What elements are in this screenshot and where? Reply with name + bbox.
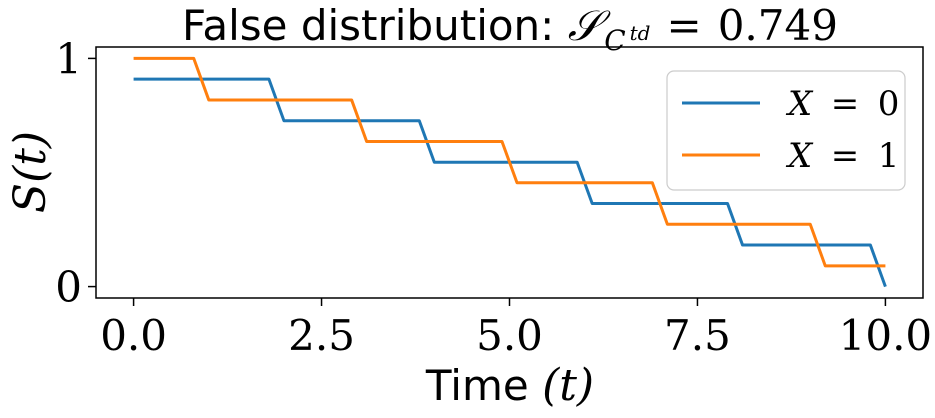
x-axis-label-math: (t)	[542, 360, 594, 411]
series-line-x1	[133, 56, 886, 268]
tick-layer: 0.0 2.5 5.0 7.5 10.0 0 1	[55, 34, 932, 360]
chart-title-value: 0.749	[718, 1, 838, 50]
x-tick-label: 10.0	[839, 311, 933, 360]
legend-label-x0-eq: =	[831, 84, 860, 124]
legend-label-x1-var: X	[785, 136, 814, 176]
legend: X = 0 X = 1	[666, 70, 906, 191]
legend-label-x1-num: 1	[878, 136, 900, 176]
x-tick-label: 2.5	[288, 311, 355, 360]
x-tick-label: 7.5	[664, 311, 731, 360]
chart-title: False distribution: 𝒮 C td = 0.749	[182, 1, 838, 57]
legend-label-x0-var: X	[785, 84, 814, 124]
legend-label-x0: X = 0	[785, 84, 899, 124]
legend-label-x0-num: 0	[878, 84, 900, 124]
chart-title-subscript: C	[604, 24, 625, 57]
x-tick-label: 0.0	[100, 311, 167, 360]
x-tick-label: 5.0	[476, 311, 543, 360]
y-axis-label: S(t)	[5, 131, 56, 213]
series-line-x0	[133, 77, 887, 288]
legend-box	[666, 70, 906, 191]
chart-title-prefix: False distribution:	[182, 1, 568, 50]
legend-label-x1: X = 1	[785, 136, 899, 176]
series-layer	[133, 56, 887, 288]
y-tick-label: 0	[55, 263, 82, 312]
legend-label-x1-eq: =	[831, 136, 860, 176]
chart-title-equals: =	[666, 1, 701, 50]
chart-title-subscript-sup: td	[630, 21, 651, 45]
x-axis-label: Time (t)	[425, 360, 594, 411]
y-tick-label: 1	[55, 34, 82, 83]
x-axis-label-text: Time	[425, 361, 542, 410]
